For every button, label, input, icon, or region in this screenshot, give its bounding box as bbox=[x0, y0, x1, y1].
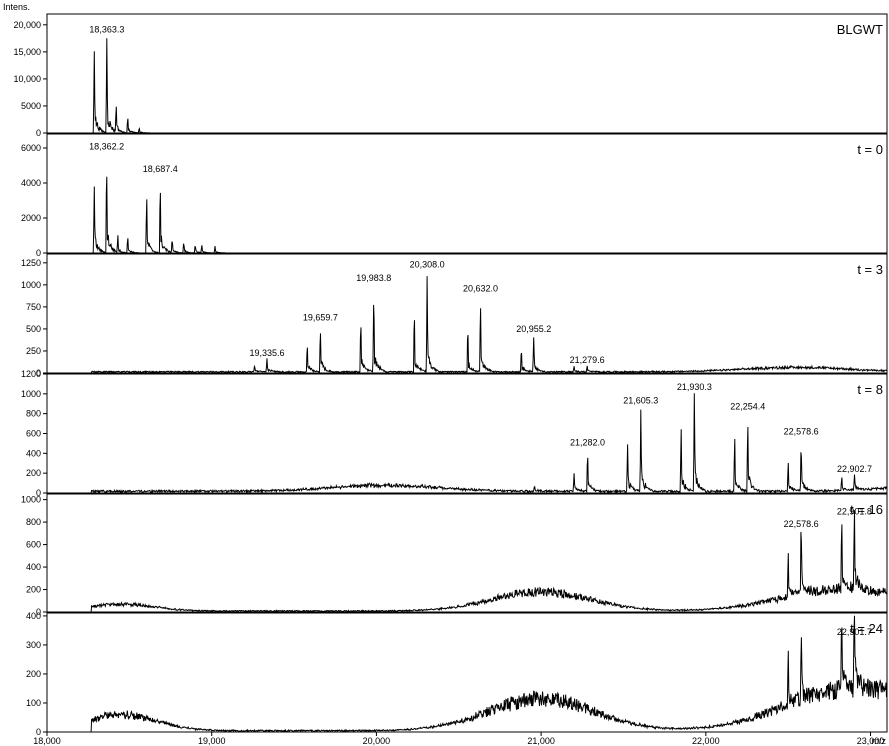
y-tick-label: 300 bbox=[26, 640, 41, 650]
peak-label: 19,983.8 bbox=[356, 273, 391, 283]
panel-label: t = 16 bbox=[850, 502, 883, 517]
y-tick-label: 400 bbox=[26, 448, 41, 458]
y-tick-label: 800 bbox=[26, 409, 41, 419]
y-tick-label: 1000 bbox=[21, 389, 41, 399]
peak-label: 18,363.3 bbox=[89, 25, 124, 35]
panel-3: 0 250 500 750 1000 1250 t = 3 19,335.6 19,659.7 1… bbox=[21, 253, 888, 378]
panel-frame bbox=[46, 13, 888, 134]
y-tick-label: 15,000 bbox=[13, 47, 41, 57]
x-axis-unit: m/z bbox=[872, 736, 887, 746]
y-axis-title: Intens. bbox=[3, 2, 30, 12]
panel-label: t = 3 bbox=[857, 262, 883, 277]
x-tick-label: 20,000 bbox=[363, 736, 391, 746]
y-tick-label: 1000 bbox=[21, 495, 41, 505]
x-tick-label: 19,000 bbox=[198, 736, 226, 746]
x-tick-label: 21,000 bbox=[527, 736, 555, 746]
y-tick-label: 200 bbox=[26, 585, 41, 595]
peak-label: 21,930.3 bbox=[677, 382, 712, 392]
peak-label: 21,279.6 bbox=[570, 355, 605, 365]
panel-2: 0 2000 4000 6000 t = 0 18,362.2 18,687.4 bbox=[21, 133, 888, 258]
panel-frame bbox=[46, 373, 888, 494]
y-tick-label: 600 bbox=[26, 540, 41, 550]
panel-label: BLGWT bbox=[837, 22, 883, 37]
y-tick-label: 600 bbox=[26, 429, 41, 439]
y-tick-label: 100 bbox=[26, 698, 41, 708]
y-tick-label: 10,000 bbox=[13, 74, 41, 84]
y-tick-label: 1250 bbox=[21, 258, 41, 268]
x-axis: 18,000 19,000 20,000 21,000 22,000 23,000 bbox=[33, 732, 884, 746]
peak-label: 19,659.7 bbox=[303, 313, 338, 323]
panel-4: 0 200 400 600 800 1000 1200 t = 8 21,282.0 21,605… bbox=[21, 369, 888, 498]
panel-frame bbox=[46, 133, 888, 254]
y-tick-label: 0 bbox=[36, 607, 41, 617]
y-tick-label: 800 bbox=[26, 517, 41, 527]
y-tick-label: 750 bbox=[26, 302, 41, 312]
y-tick-label: 200 bbox=[26, 468, 41, 478]
peak-label: 18,362.2 bbox=[89, 141, 124, 151]
peak-label: 22,901.7 bbox=[837, 627, 872, 637]
y-tick-label: 5000 bbox=[21, 101, 41, 111]
y-tick-label: 0 bbox=[36, 128, 41, 138]
peak-label: 21,282.0 bbox=[570, 437, 605, 447]
panel-label: t = 0 bbox=[857, 142, 883, 157]
y-tick-label: 200 bbox=[26, 669, 41, 679]
panel-frame bbox=[46, 493, 888, 613]
y-tick-label: 6000 bbox=[21, 143, 41, 153]
y-tick-label: 4000 bbox=[21, 178, 41, 188]
peak-label: 19,335.6 bbox=[249, 348, 284, 358]
spectrum-trace bbox=[47, 176, 887, 254]
peak-label: 20,308.0 bbox=[410, 260, 445, 270]
peak-label: 22,578.6 bbox=[784, 519, 819, 529]
panel-label: t = 8 bbox=[857, 382, 883, 397]
x-tick-label: 22,000 bbox=[692, 736, 720, 746]
y-tick-label: 400 bbox=[26, 611, 41, 621]
y-tick-label: 250 bbox=[26, 346, 41, 356]
y-tick-label: 0 bbox=[36, 727, 41, 737]
panel-label: t = 24 bbox=[850, 621, 883, 636]
peak-label: 20,955.2 bbox=[516, 324, 551, 334]
y-tick-label: 0 bbox=[36, 248, 41, 258]
y-tick-label: 1200 bbox=[21, 369, 41, 379]
peak-label: 18,687.4 bbox=[143, 164, 178, 174]
spectrum-trace bbox=[47, 510, 888, 613]
spectrum-trace bbox=[47, 276, 888, 374]
x-tick-label: 18,000 bbox=[33, 736, 61, 746]
spectrum-trace bbox=[47, 393, 888, 494]
spectrum-trace bbox=[47, 38, 887, 134]
y-tick-label: 0 bbox=[36, 488, 41, 498]
peak-label: 22,902.7 bbox=[837, 464, 872, 474]
y-tick-label: 20,000 bbox=[13, 20, 41, 30]
peak-label: 21,605.3 bbox=[623, 396, 658, 406]
y-tick-label: 400 bbox=[26, 562, 41, 572]
peak-label: 20,632.0 bbox=[463, 283, 498, 293]
peak-label: 22,254.4 bbox=[730, 402, 765, 412]
peak-label: 22,578.6 bbox=[784, 426, 819, 436]
y-tick-label: 2000 bbox=[21, 213, 41, 223]
y-tick-label: 0 bbox=[36, 368, 41, 378]
panel-1: 0 5000 10,000 15,000 20,000 BLGWT 18,363.3 bbox=[13, 13, 888, 138]
peak-label: 22,901.8 bbox=[837, 507, 872, 517]
y-tick-label: 1000 bbox=[21, 280, 41, 290]
panel-frame bbox=[46, 612, 888, 733]
spectrum-trace bbox=[47, 615, 888, 733]
panel-frame bbox=[46, 253, 888, 374]
y-tick-label: 500 bbox=[26, 324, 41, 334]
x-tick-label: 23,000 bbox=[857, 736, 885, 746]
